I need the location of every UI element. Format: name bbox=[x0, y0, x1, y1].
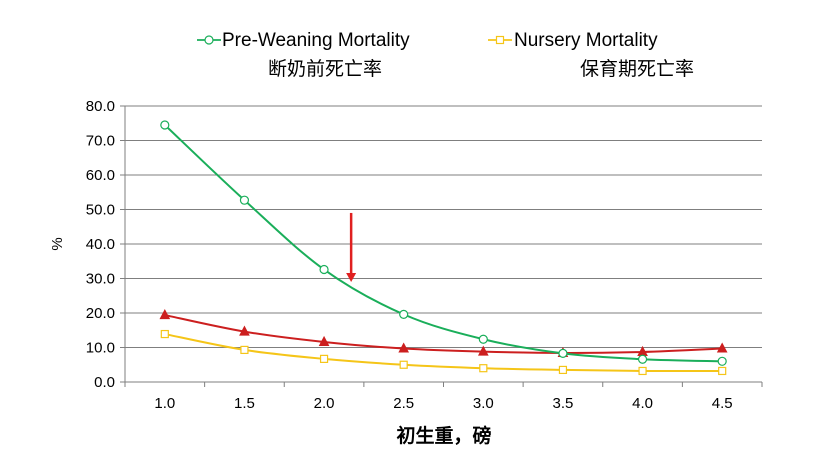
y-tick-label: 60.0 bbox=[86, 167, 115, 184]
data-point-total bbox=[477, 345, 489, 356]
legend-label: Pre-Weaning Mortality bbox=[222, 30, 410, 51]
data-point-pre-weaning bbox=[717, 356, 727, 366]
y-tick-label: 20.0 bbox=[86, 305, 115, 322]
data-point-pre-weaning bbox=[160, 120, 170, 130]
annotations bbox=[346, 212, 357, 282]
y-tick-label: 30.0 bbox=[86, 271, 115, 288]
x-tick-label: 2.0 bbox=[314, 395, 335, 412]
x-tick-label: 3.0 bbox=[473, 395, 494, 412]
x-tick-label: 3.5 bbox=[553, 395, 574, 412]
y-tick-label: 70.0 bbox=[86, 133, 115, 150]
y-axis-label: % bbox=[49, 237, 66, 250]
y-tick-label: 10.0 bbox=[86, 340, 115, 357]
tick-labels: 0.0 10.0 20.0 30.0 40.0 50.0 60.0 70.0 80.0 1.0 1.… bbox=[86, 98, 733, 412]
data-point-pre-weaning bbox=[637, 354, 648, 364]
legend-item-pre-weaning: Pre-Weaning Mortality 断奶前死亡率 bbox=[197, 30, 410, 80]
data-point-total bbox=[239, 325, 250, 336]
y-tick-label: 0.0 bbox=[94, 374, 115, 391]
x-tick-label: 2.5 bbox=[393, 395, 414, 412]
legend-marker bbox=[204, 35, 214, 45]
axes bbox=[120, 105, 763, 387]
legend-marker bbox=[495, 35, 505, 45]
data-point-nursery bbox=[479, 364, 488, 373]
x-tick-label: 4.0 bbox=[632, 395, 653, 412]
gridlines bbox=[125, 105, 762, 348]
data-point-total bbox=[398, 342, 410, 353]
x-axis-label: 初生重，磅 bbox=[396, 424, 491, 447]
legend-label-cn: 保育期死亡率 bbox=[580, 58, 694, 80]
data-point-nursery bbox=[160, 329, 169, 339]
series-nursery bbox=[160, 329, 727, 376]
legend-label-cn: 断奶前死亡率 bbox=[268, 58, 382, 80]
y-tick-label: 80.0 bbox=[86, 98, 115, 115]
data-point-nursery bbox=[319, 354, 329, 363]
data-point-pre-weaning bbox=[478, 334, 488, 344]
legend: Pre-Weaning Mortality 断奶前死亡率 Nursery Morta… bbox=[197, 30, 694, 80]
x-tick-label: 4.5 bbox=[712, 395, 733, 412]
data-point-pre-weaning bbox=[239, 195, 250, 205]
data-point-nursery bbox=[240, 345, 249, 355]
x-tick-label: 1.5 bbox=[234, 395, 255, 412]
series-pre-weaning bbox=[160, 120, 727, 366]
data-point-total bbox=[318, 335, 330, 346]
arrow-head bbox=[346, 272, 357, 282]
x-tick-label: 1.0 bbox=[154, 395, 175, 412]
series bbox=[159, 120, 728, 376]
y-tick-label: 40.0 bbox=[86, 236, 115, 253]
data-point-pre-weaning bbox=[319, 264, 329, 275]
data-point-nursery bbox=[558, 365, 568, 375]
data-point-total bbox=[159, 309, 171, 320]
data-point-nursery bbox=[638, 366, 647, 376]
y-tick-label: 50.0 bbox=[86, 202, 115, 219]
data-point-nursery bbox=[399, 360, 408, 369]
data-point-total bbox=[716, 342, 728, 353]
data-point-pre-weaning bbox=[399, 309, 409, 319]
legend-label: Nursery Mortality bbox=[514, 30, 658, 51]
data-point-nursery bbox=[718, 366, 727, 376]
series-line-pre-weaning bbox=[164, 124, 723, 363]
data-point-pre-weaning bbox=[558, 348, 568, 358]
legend-item-nursery: Nursery Mortality 保育期死亡率 bbox=[488, 30, 694, 80]
